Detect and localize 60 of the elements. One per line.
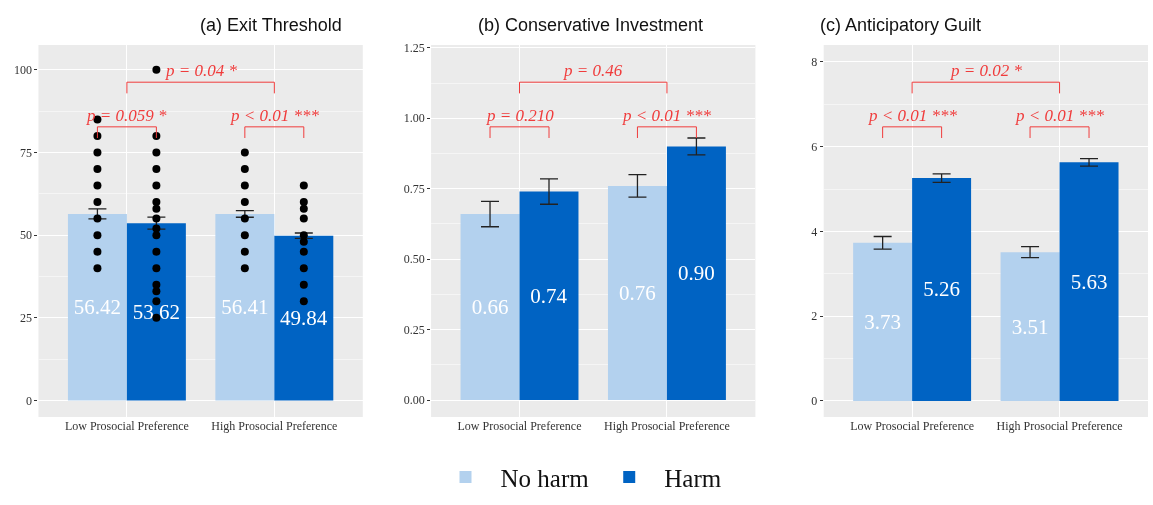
bar: [1059, 162, 1119, 401]
annotation: p = 0.04 *: [165, 61, 238, 80]
data-label: 0.66: [471, 295, 509, 320]
chart-title: (b) Conservative Investment: [478, 15, 704, 35]
y-tick-label: 100: [14, 63, 33, 77]
bar: [1000, 252, 1060, 401]
annotation: p = 0.059 *: [86, 106, 167, 125]
annotation: p < 0.01 ***: [230, 106, 320, 125]
data-label: 56.41: [221, 295, 269, 320]
y-tick-label: 0.75: [403, 181, 425, 196]
legend-label: Harm: [664, 464, 722, 492]
annotation: p < 0.01 ***: [868, 106, 958, 125]
x-tick-label: High Prosocial Preference: [603, 419, 730, 433]
data-label: 3.51: [1011, 314, 1049, 339]
data-label: 0.76: [619, 281, 656, 305]
data-label: 49.84: [279, 306, 328, 331]
bar: [67, 213, 127, 401]
chart-title: (a) Exit Threshold: [200, 15, 342, 35]
bar: [519, 191, 579, 401]
y-tick-label: 6: [811, 139, 818, 154]
bar: [666, 146, 726, 401]
y-tick-label: 50: [20, 228, 33, 243]
data-label: 3.73: [864, 309, 902, 334]
x-tick-label: Low Prosocial Preference: [850, 419, 975, 433]
x-tick-label: Low Prosocial Preference: [457, 419, 582, 433]
bar: [215, 213, 275, 401]
x-tick-label: High Prosocial Preference: [211, 419, 338, 433]
y-tick-label: 0.50: [403, 252, 425, 267]
legend-label: No harm: [500, 464, 590, 492]
y-tick-label: 25: [20, 311, 33, 325]
y-tick-label: 8: [811, 55, 818, 70]
x-tick-label: Low Prosocial Preference: [64, 419, 189, 433]
y-tick-label: 1.00: [403, 111, 425, 126]
bar: [274, 235, 334, 401]
bar: [912, 178, 972, 401]
y-tick-label: 0: [811, 394, 818, 409]
y-tick-label: 1.25: [403, 41, 425, 56]
x-tick-label: High Prosocial Preference: [996, 419, 1123, 433]
bar: [126, 223, 186, 401]
data-label: 56.42: [73, 295, 122, 320]
bar: [460, 214, 520, 401]
y-tick-label: 2: [811, 309, 818, 324]
annotation: p < 0.01 ***: [622, 106, 712, 125]
y-tick-label: 0.00: [403, 393, 425, 408]
annotation: p = 0.46: [563, 61, 623, 80]
y-tick-label: 75: [20, 145, 33, 160]
annotation: p = 0.02 *: [950, 61, 1023, 80]
bar: [607, 185, 667, 401]
data-label: 53.62: [132, 299, 181, 324]
data-label: 5.63: [1070, 269, 1108, 294]
data-label: 5.26: [923, 277, 960, 302]
annotation: p = 0.210: [486, 106, 555, 125]
y-tick-label: 4: [811, 224, 818, 239]
bar: [853, 242, 913, 401]
y-tick-label: 0: [26, 393, 33, 408]
y-tick-label: 0.25: [403, 322, 425, 337]
data-label: 0.90: [678, 261, 715, 286]
annotation: p < 0.01 ***: [1015, 106, 1105, 125]
chart-title: (c) Anticipatory Guilt: [820, 15, 982, 35]
data-label: 0.74: [530, 283, 568, 308]
